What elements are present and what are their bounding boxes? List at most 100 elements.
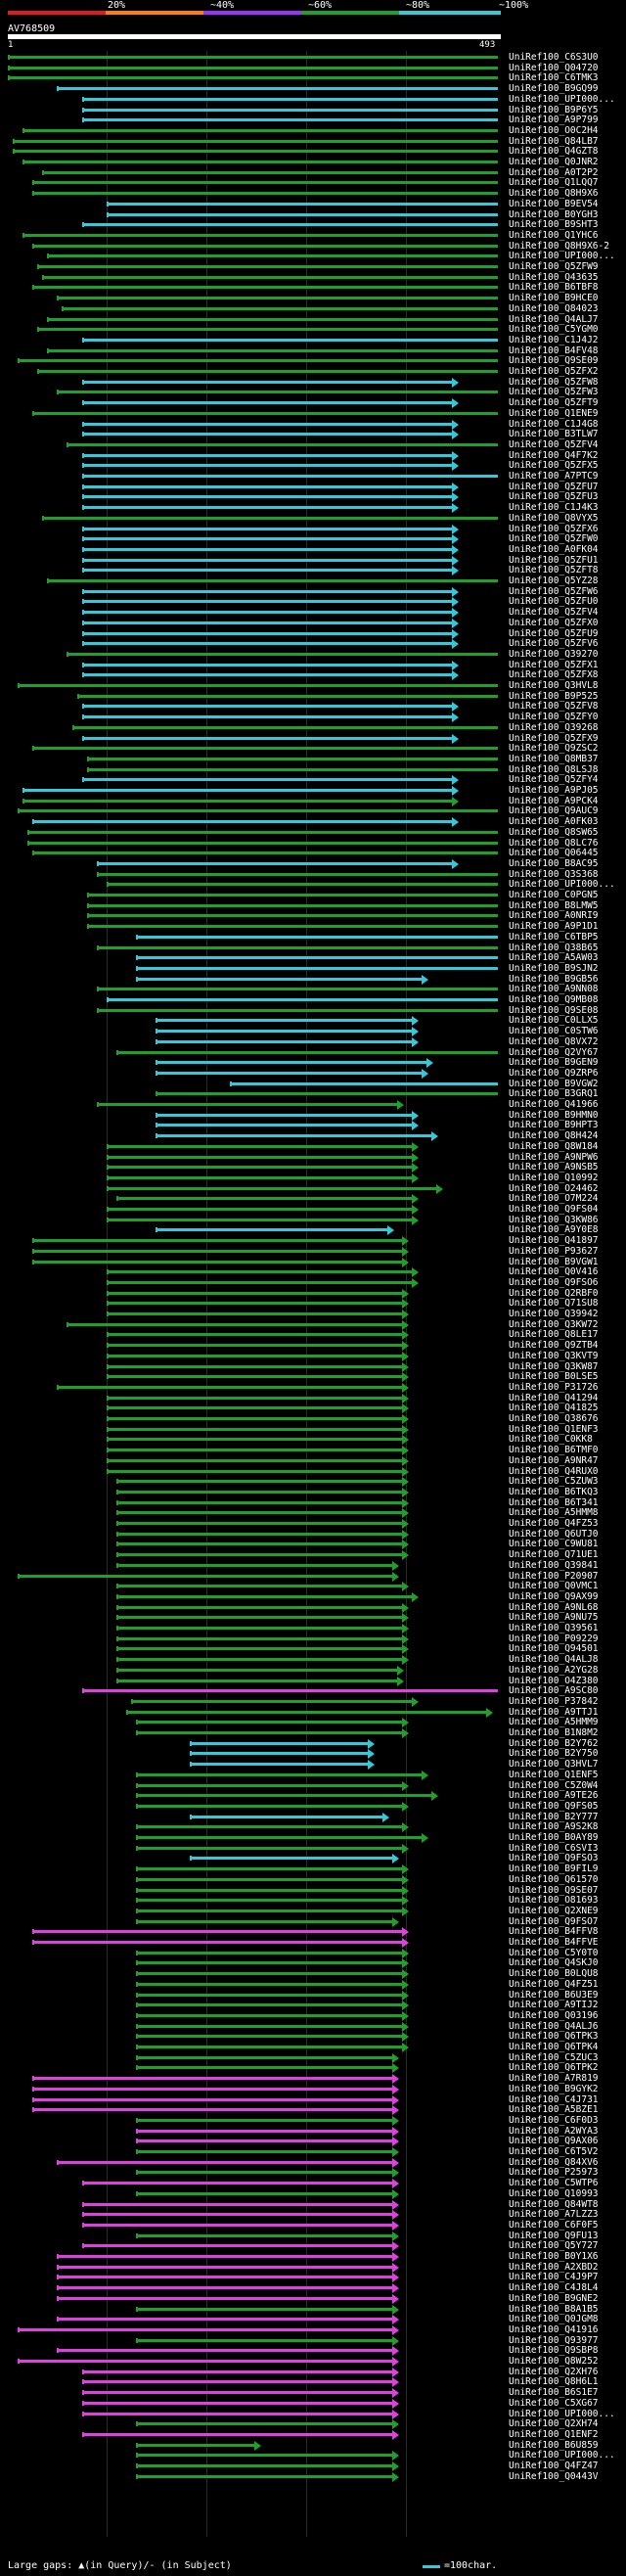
hit-row[interactable]: UniRef100_Q9SE07 (0, 1885, 626, 1897)
hit-label[interactable]: UniRef100_B9FIL9 (509, 1863, 599, 1875)
hit-row[interactable]: UniRef100_Q6TPK2 (0, 2062, 626, 2074)
hit-row[interactable]: UniRef100_Q4FZ51 (0, 1979, 626, 1991)
hit-row[interactable]: UniRef100_Q4SKJ0 (0, 1957, 626, 1969)
hit-row[interactable]: UniRef100_Q1ENF5 (0, 1770, 626, 1781)
hit-label[interactable]: UniRef100_A9P799 (509, 115, 599, 126)
hit-row[interactable]: UniRef100_Q5ZFX2 (0, 366, 626, 378)
hit-row[interactable]: UniRef100_Q5ZFU3 (0, 491, 626, 503)
hit-row[interactable]: UniRef100_C5ZUC3 (0, 2052, 626, 2064)
hit-row[interactable]: UniRef100_P25973 (0, 2167, 626, 2179)
hit-label[interactable]: UniRef100_B9VGW2 (509, 1078, 599, 1089)
hit-row[interactable]: UniRef100_Q0V416 (0, 1266, 626, 1278)
hit-label[interactable]: UniRef100_A9NL68 (509, 1601, 599, 1613)
hit-label[interactable]: UniRef100_Q5ZFW6 (509, 585, 599, 597)
hit-label[interactable]: UniRef100_B9P6Y5 (509, 104, 599, 115)
hit-label[interactable]: UniRef100_Q61570 (509, 1873, 599, 1885)
hit-label[interactable]: UniRef100_Q2XNE9 (509, 1905, 599, 1916)
hit-label[interactable]: UniRef100_Q1ENF5 (509, 1769, 599, 1780)
hit-row[interactable]: UniRef100_Q93977 (0, 2335, 626, 2347)
hit-label[interactable]: UniRef100_B0AY89 (509, 1832, 599, 1843)
hit-label[interactable]: UniRef100_Q9FS04 (509, 1204, 599, 1215)
hit-row[interactable]: UniRef100_C6F0D3 (0, 2115, 626, 2127)
hit-row[interactable]: UniRef100_C9WU81 (0, 1539, 626, 1550)
hit-label[interactable]: UniRef100_C6S3U0 (509, 52, 599, 63)
hit-label[interactable]: UniRef100_Q9FU13 (509, 2230, 599, 2241)
hit-row[interactable]: UniRef100_C0KK8 (0, 1434, 626, 1446)
hit-row[interactable]: UniRef100_C4J9P7 (0, 2272, 626, 2283)
hit-label[interactable]: UniRef100_Q5ZFU0 (509, 596, 599, 608)
hit-label[interactable]: UniRef100_A9Y0E8 (509, 1224, 599, 1236)
hit-row[interactable]: UniRef100_B9VGW2 (0, 1079, 626, 1090)
hit-row[interactable]: UniRef100_Q4ALJ6 (0, 2021, 626, 2033)
hit-row[interactable]: UniRef100_Q5Y727 (0, 2240, 626, 2252)
hit-row[interactable]: UniRef100_C6S3U0 (0, 52, 626, 64)
hit-row[interactable]: UniRef100_C4J8L4 (0, 2282, 626, 2294)
hit-label[interactable]: UniRef100_Q41897 (509, 1235, 599, 1247)
hit-label[interactable]: UniRef100_A7PTC9 (509, 471, 599, 482)
hit-label[interactable]: UniRef100_Q03196 (509, 2009, 599, 2021)
hit-row[interactable]: UniRef100_Q41294 (0, 1393, 626, 1404)
hit-label[interactable]: UniRef100_A9SC80 (509, 1685, 599, 1697)
hit-label[interactable]: UniRef100_Q0JGM8 (509, 2314, 599, 2325)
hit-label[interactable]: UniRef100_B9HMN0 (509, 1109, 599, 1121)
hit-label[interactable]: UniRef100_Q9AX99 (509, 1590, 599, 1602)
hit-row[interactable]: UniRef100_Q4FZ53 (0, 1518, 626, 1530)
hit-label[interactable]: UniRef100_A9NU75 (509, 1612, 599, 1624)
hit-row[interactable]: UniRef100_Q5ZFX5 (0, 460, 626, 472)
hit-row[interactable]: UniRef100_A9NU75 (0, 1612, 626, 1624)
hit-label[interactable]: UniRef100_Q0JNR2 (509, 157, 599, 167)
hit-row[interactable]: UniRef100_Q1YHC6 (0, 230, 626, 242)
hit-row[interactable]: UniRef100_A9Y0E8 (0, 1224, 626, 1236)
hit-row[interactable]: UniRef100_B9SJN2 (0, 963, 626, 975)
hit-row[interactable]: UniRef100_UPI000... (0, 2409, 626, 2420)
hit-label[interactable]: UniRef100_Q93977 (509, 2334, 599, 2346)
hit-label[interactable]: UniRef100_Q4SKJ0 (509, 1957, 599, 1969)
hit-row[interactable]: UniRef100_A0NRI9 (0, 910, 626, 922)
hit-row[interactable]: UniRef100_Q39841 (0, 1560, 626, 1572)
hit-row[interactable]: UniRef100_C5Z0W4 (0, 1780, 626, 1792)
hit-label[interactable]: UniRef100_B9VGW1 (509, 1256, 599, 1267)
hit-row[interactable]: UniRef100_C5ZUW3 (0, 1476, 626, 1488)
hit-row[interactable]: UniRef100_B0AY89 (0, 1832, 626, 1844)
hit-row[interactable]: UniRef100_B8LMW5 (0, 900, 626, 912)
hit-label[interactable]: UniRef100_Q8H6L1 (509, 2376, 599, 2388)
hit-label[interactable]: UniRef100_A0NRI9 (509, 910, 599, 922)
hit-label[interactable]: UniRef100_Q5ZFX6 (509, 523, 599, 534)
hit-label[interactable]: UniRef100_A2XBD2 (509, 2261, 599, 2273)
hit-label[interactable]: UniRef100_Q5ZFU9 (509, 627, 599, 639)
hit-row[interactable]: UniRef100_Q4ALJ8 (0, 1654, 626, 1666)
hit-label[interactable]: UniRef100_B6TKQ3 (509, 1486, 599, 1497)
hit-label[interactable]: UniRef100_Q9ZTB4 (509, 1340, 599, 1352)
hit-label[interactable]: UniRef100_Q4ALJ6 (509, 2020, 599, 2032)
hit-label[interactable]: UniRef100_Q6TPK3 (509, 2031, 599, 2043)
hit-row[interactable]: UniRef100_Q3KW72 (0, 1319, 626, 1331)
hit-row[interactable]: UniRef100_Q9MB08 (0, 994, 626, 1006)
hit-row[interactable]: UniRef100_C5WTP6 (0, 2178, 626, 2189)
hit-row[interactable]: UniRef100_Q06445 (0, 848, 626, 859)
hit-label[interactable]: UniRef100_Q8LSJ8 (509, 763, 599, 775)
hit-row[interactable]: UniRef100_Q9FSO6 (0, 1277, 626, 1289)
hit-row[interactable]: UniRef100_Q4ALJ7 (0, 314, 626, 326)
hit-row[interactable]: UniRef100_Q0443V (0, 2471, 626, 2483)
hit-label[interactable]: UniRef100_Q41916 (509, 2323, 599, 2335)
hit-row[interactable]: UniRef100_Q8SW65 (0, 827, 626, 839)
hit-row[interactable]: UniRef100_A9P1D1 (0, 921, 626, 933)
hit-row[interactable]: UniRef100_C1J4K3 (0, 502, 626, 514)
hit-row[interactable]: UniRef100_Q3KVT9 (0, 1351, 626, 1362)
hit-row[interactable]: UniRef100_Q3HVL7 (0, 1759, 626, 1771)
hit-row[interactable]: UniRef100_Q8MB37 (0, 754, 626, 765)
hit-label[interactable]: UniRef100_C0KK8 (509, 1434, 593, 1446)
hit-row[interactable]: UniRef100_UPI000... (0, 2450, 626, 2461)
hit-label[interactable]: UniRef100_Q5ZFX8 (509, 669, 599, 681)
hit-label[interactable]: UniRef100_Q5ZFU7 (509, 481, 599, 492)
hit-row[interactable]: UniRef100_Q2RBF0 (0, 1288, 626, 1300)
hit-row[interactable]: UniRef100_C6SVI3 (0, 1843, 626, 1855)
hit-label[interactable]: UniRef100_A0T2P2 (509, 166, 599, 178)
hit-label[interactable]: UniRef100_Q4RUX0 (509, 1465, 599, 1477)
hit-row[interactable]: UniRef100_Q2XH76 (0, 2367, 626, 2378)
hit-row[interactable]: UniRef100_Q39270 (0, 649, 626, 661)
hit-row[interactable]: UniRef100_B9GEN9 (0, 1057, 626, 1069)
hit-label[interactable]: UniRef100_Q9MB08 (509, 994, 599, 1005)
hit-row[interactable]: UniRef100_B9VGW1 (0, 1257, 626, 1268)
hit-row[interactable]: UniRef100_B9HCE0 (0, 293, 626, 304)
